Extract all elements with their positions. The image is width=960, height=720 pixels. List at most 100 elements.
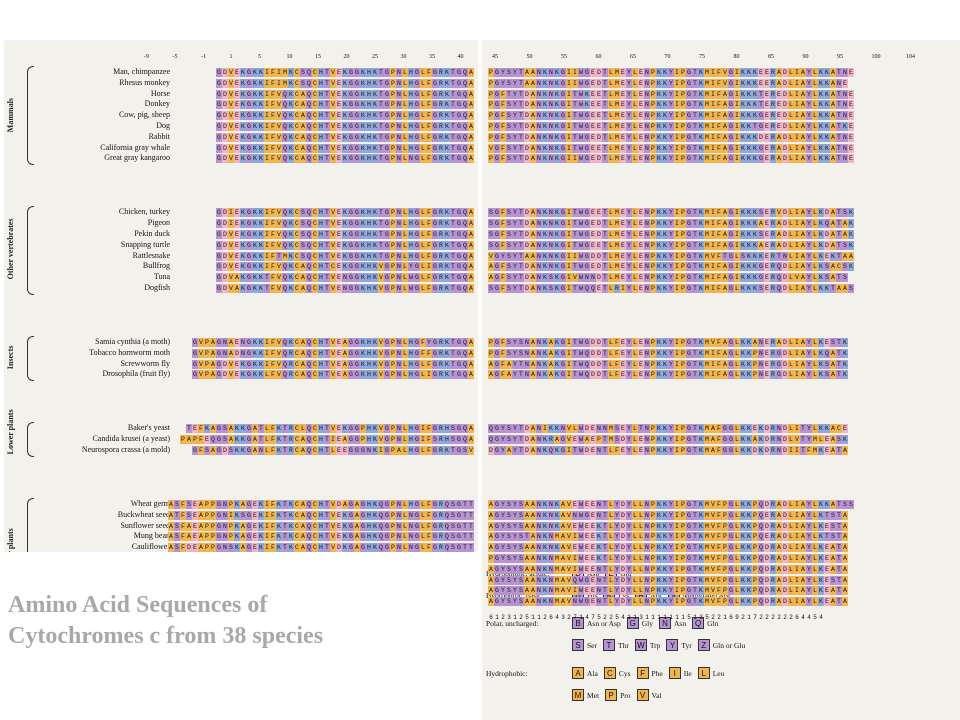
residue: Q	[306, 143, 312, 153]
residue: L	[402, 219, 408, 229]
residue: A	[506, 359, 512, 369]
residue: W	[578, 132, 584, 142]
residue: K	[842, 348, 848, 358]
residue: Q	[282, 122, 288, 131]
residue: P	[390, 521, 396, 531]
residue: F	[420, 348, 426, 358]
residue: G	[246, 284, 252, 293]
species-name: Samia cynthia (a moth)	[95, 337, 170, 346]
legend-swatch: S	[572, 639, 584, 651]
residue: H	[318, 338, 324, 347]
residue: T	[572, 100, 578, 110]
residue: H	[318, 359, 324, 369]
residue: T	[602, 132, 608, 142]
residue: S	[506, 284, 512, 293]
residue: G	[384, 230, 390, 239]
residue: T	[692, 521, 698, 531]
residue: C	[312, 68, 318, 77]
residue: G	[432, 532, 438, 542]
residue: Y	[512, 273, 518, 283]
residue: M	[614, 68, 620, 77]
residue: M	[614, 251, 620, 261]
residue: L	[788, 359, 794, 369]
residue: E	[638, 370, 644, 380]
residue: M	[704, 446, 710, 455]
residue: F	[270, 359, 276, 369]
residue: H	[408, 100, 414, 110]
residue: A	[530, 78, 536, 88]
position-tick: 40	[457, 54, 464, 60]
residue: E	[824, 543, 830, 553]
residue: A	[524, 554, 530, 563]
residue: I	[734, 132, 740, 142]
residue: G	[414, 543, 420, 552]
residue: G	[776, 359, 782, 369]
residue: Q	[378, 521, 384, 531]
residue: N	[408, 510, 414, 520]
residue: I	[426, 370, 432, 380]
residue: I	[734, 273, 740, 283]
residue: I	[566, 111, 572, 121]
residue: T	[324, 273, 330, 283]
residue: K	[542, 89, 548, 99]
count: 4	[555, 614, 559, 621]
residue: P	[650, 100, 656, 110]
residue: K	[288, 500, 294, 509]
residue: E	[252, 521, 258, 531]
residue: G	[354, 111, 360, 121]
residue: Y	[806, 521, 812, 531]
residue: L	[608, 370, 614, 380]
residue: C	[312, 359, 318, 369]
residue: I	[566, 359, 572, 369]
residue: E	[590, 262, 596, 272]
residue: S	[506, 543, 512, 553]
residue: K	[662, 111, 668, 121]
residue: G	[584, 219, 590, 229]
residue: T	[572, 219, 578, 229]
legend-name: Pro	[620, 690, 631, 700]
residue: E	[590, 586, 596, 596]
count: 4	[585, 614, 589, 621]
residue: R	[770, 230, 776, 239]
residue: T	[602, 586, 608, 596]
residue: I	[674, 370, 680, 380]
residue: K	[740, 424, 746, 434]
residue: K	[234, 424, 240, 434]
residue: D	[782, 111, 788, 121]
residue: I	[572, 78, 578, 88]
residue: A	[830, 446, 836, 455]
group-label-3: Lower plants	[6, 409, 15, 455]
residue: A	[488, 564, 494, 574]
residue: G	[728, 435, 734, 445]
residue: C	[294, 510, 300, 520]
residue: V	[276, 240, 282, 250]
residue: P	[680, 586, 686, 596]
residue: I	[710, 100, 716, 110]
residue: T	[602, 597, 608, 607]
residue: A	[468, 132, 474, 142]
residue: K	[444, 111, 450, 121]
residue: V	[566, 500, 572, 509]
legend-name: Val	[651, 690, 662, 700]
residue: Y	[668, 500, 674, 509]
residue: S	[204, 446, 210, 455]
residue: T	[450, 89, 456, 99]
residue: G	[348, 500, 354, 509]
residue: N	[548, 532, 554, 542]
residue: P	[752, 500, 758, 509]
residue: I	[710, 154, 716, 164]
residue: A	[800, 68, 806, 77]
count: 1	[663, 614, 667, 621]
residue: K	[542, 446, 548, 455]
residue: A	[240, 543, 246, 552]
residue: T	[450, 208, 456, 218]
residue: G	[432, 111, 438, 121]
residue: N	[548, 208, 554, 218]
residue: N	[644, 132, 650, 142]
residue: K	[746, 543, 752, 553]
residue: N	[396, 359, 402, 369]
residue: Q	[462, 219, 468, 229]
residue: G	[216, 100, 222, 110]
residue: G	[560, 338, 566, 347]
residue: K	[662, 262, 668, 272]
